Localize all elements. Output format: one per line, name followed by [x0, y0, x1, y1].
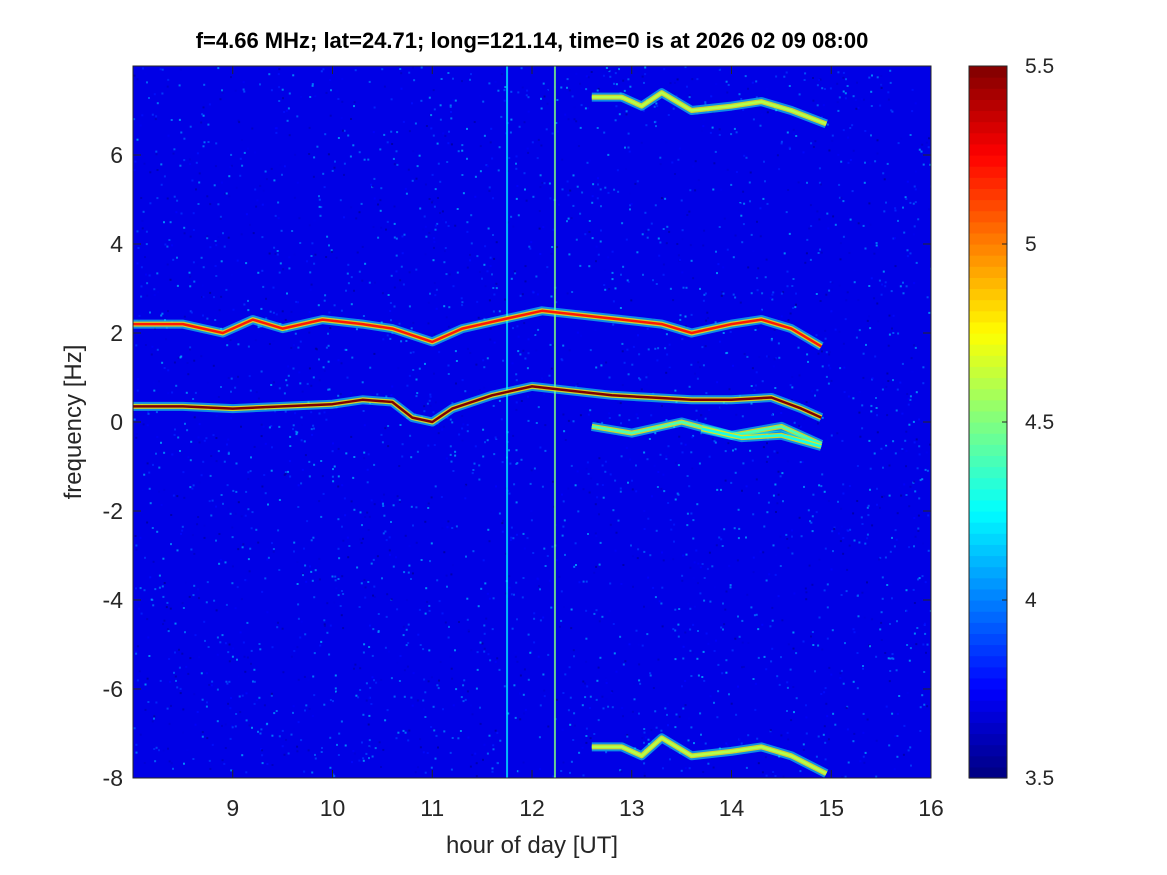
y-tick-label: -2 [103, 498, 123, 524]
y-tick-label: 2 [110, 320, 123, 346]
background-noise [133, 66, 931, 778]
colorbar-tick-label: 5.5 [1025, 55, 1054, 78]
colorbar-tick-label: 3.5 [1025, 767, 1054, 790]
plot-background [133, 66, 931, 778]
x-tick-label: 12 [519, 795, 545, 821]
colorbar-tick-label: 4 [1025, 589, 1037, 612]
y-tick-label: -4 [103, 587, 124, 613]
trace-3 [591, 733, 829, 778]
y-tick-label: -6 [103, 676, 123, 702]
y-axis-label: frequency [Hz] [60, 344, 87, 500]
y-tick-label: -8 [103, 765, 123, 791]
trace-2 [591, 88, 828, 129]
y-tick-label: 4 [110, 231, 123, 257]
colorbar-tick-label: 5 [1025, 233, 1037, 256]
x-tick-label: 15 [818, 795, 844, 821]
y-tick-label: 6 [110, 142, 123, 168]
x-tick-label: 13 [619, 795, 645, 821]
x-tick-label: 16 [918, 795, 944, 821]
x-tick-label: 10 [320, 795, 346, 821]
x-tick-label: 11 [420, 795, 444, 821]
plot-area [133, 66, 931, 778]
x-tick-label: 9 [226, 795, 239, 821]
trace-0 [133, 381, 824, 427]
chart-title: f=4.66 MHz; lat=24.71; long=121.14, time… [195, 28, 869, 53]
trace-5 [700, 424, 823, 451]
x-axis-label: hour of day [UT] [445, 832, 619, 859]
trace-1 [133, 306, 824, 351]
colorbar [968, 65, 1008, 779]
x-tick-label: 14 [719, 795, 745, 821]
colorbar-tick-label: 4.5 [1025, 411, 1054, 434]
y-tick-label: 0 [110, 409, 123, 435]
